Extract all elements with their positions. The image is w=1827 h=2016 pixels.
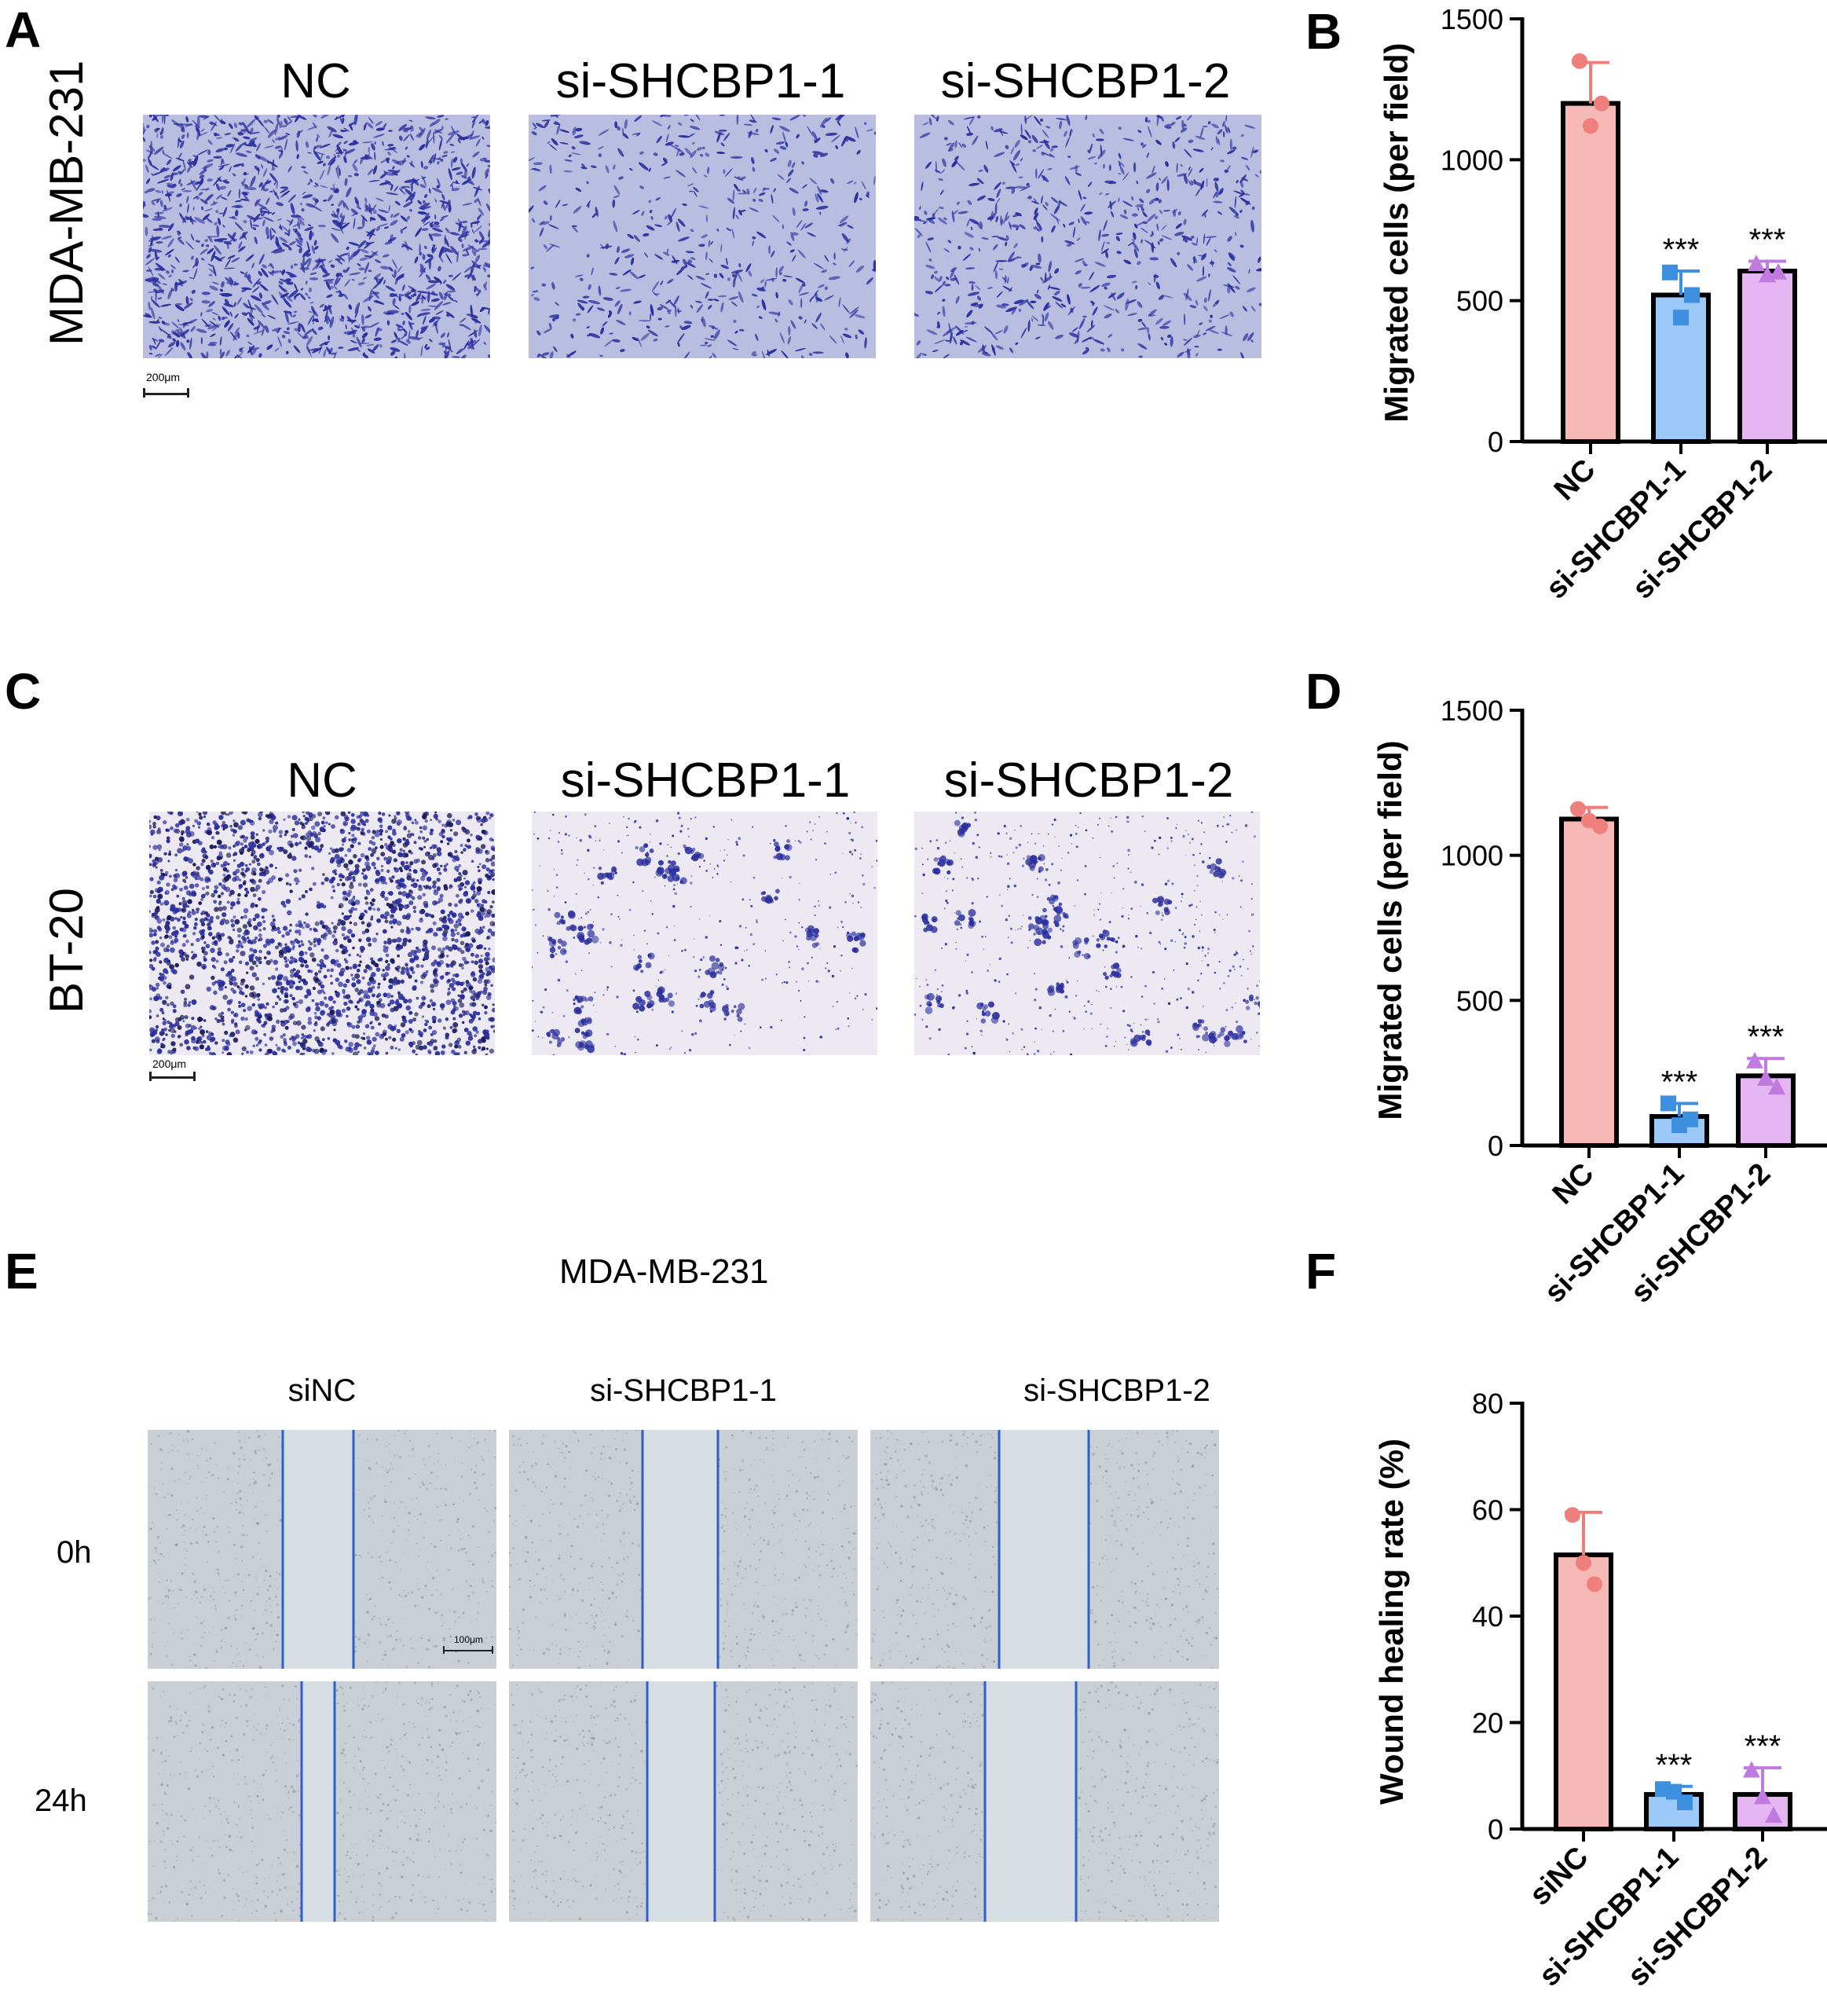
panel-letter-c: C (5, 663, 42, 720)
chart-d-point-0-0 (1570, 801, 1586, 817)
chart-b-point-0-1 (1583, 118, 1598, 134)
chart-f-category-label-0: siNC (1523, 1841, 1595, 1912)
chart-f-sig-1: *** (1656, 1748, 1693, 1783)
chart-b-point-1-2 (1684, 287, 1700, 303)
col-title-c-si2: si-SHCBP1-2 (943, 753, 1234, 808)
chart-f-bar-0 (1554, 1552, 1613, 1832)
wound-image-si1-0h (509, 1430, 858, 1669)
wound-row-0h: 0h (57, 1535, 92, 1570)
chart-d-point-0-2 (1592, 818, 1608, 834)
chart-f-point-0-2 (1587, 1576, 1602, 1593)
chart-f-sig-2: *** (1745, 1729, 1781, 1764)
chart-b-ytick-label-3: 1500 (1441, 3, 1503, 35)
chart-b-point-0-2 (1594, 95, 1609, 112)
scale-bar-a: 200μm (143, 371, 198, 399)
chart-b-point-1-1 (1673, 310, 1689, 326)
micrograph-a-nc (143, 115, 490, 358)
chart-d-sig-1: *** (1661, 1065, 1698, 1099)
chart-d-point-2-0 (1746, 1051, 1763, 1068)
chart-d-point-1-2 (1682, 1111, 1698, 1127)
panel-letter-e: E (5, 1243, 38, 1299)
chart-b-sig-2: *** (1749, 222, 1786, 257)
col-title-nc: NC (280, 54, 351, 108)
chart-f-point-1-2 (1677, 1794, 1693, 1811)
micrograph-a-si1 (529, 115, 876, 358)
chart-f-point-2-1 (1754, 1787, 1771, 1805)
chart-b-ytick-label-0: 0 (1488, 426, 1503, 458)
scale-bar-c-label: 200μm (152, 1057, 187, 1070)
wound-image-sinc-0h (148, 1430, 496, 1669)
panel-letter-d: D (1305, 663, 1342, 720)
chart-f-ytick-label-1: 20 (1472, 1707, 1503, 1739)
chart-f-point-2-2 (1765, 1806, 1782, 1824)
chart-b-ylabel: Migrated cells (per field) (1378, 42, 1415, 422)
wound-image-si2-24h (870, 1681, 1219, 1922)
col-title-si2: si-SHCBP1-2 (940, 54, 1231, 108)
scale-bar-e-label: 100μm (454, 1634, 483, 1645)
chart-b-ytick-label-1: 500 (1456, 285, 1503, 317)
chart-b-bar-2 (1737, 269, 1797, 444)
chart-f-point-0-0 (1565, 1507, 1580, 1523)
scale-bar-c: 200μm (149, 1057, 204, 1086)
chart-f-ytick-label-0: 0 (1488, 1813, 1503, 1846)
chart-f-ytick-label-3: 60 (1472, 1494, 1503, 1527)
chart-d: 0 500 1000 1500 Migrated cells (per field) NC… (1371, 695, 1827, 1310)
chart-f-ytick-label-2: 40 (1472, 1600, 1503, 1633)
micrograph-c-si1 (532, 812, 877, 1055)
chart-d-ylabel: Migrated cells (per field) (1371, 740, 1408, 1120)
chart-b-point-1-0 (1662, 264, 1678, 280)
scale-bar-a-label: 200μm (146, 371, 181, 383)
chart-b-point-0-0 (1572, 53, 1587, 69)
panel-letter-f: F (1305, 1243, 1337, 1299)
col-title-c-nc: NC (287, 753, 357, 808)
micrograph-c-nc (149, 812, 495, 1055)
chart-f-ytick-label-4: 80 (1472, 1387, 1503, 1420)
wound-image-sinc-24h (148, 1681, 496, 1922)
wound-image-si2-0h (870, 1430, 1219, 1669)
chart-d-point-2-1 (1757, 1069, 1774, 1087)
chart-b: 0 500 1000 1500 Migrated cells (per field) NC… (0, 0, 1827, 644)
chart-b-sig-1: *** (1663, 233, 1700, 267)
chart-d-ytick-label-0: 0 (1488, 1130, 1503, 1162)
chart-d-point-1-0 (1660, 1095, 1676, 1112)
panel-letter-a: A (5, 2, 42, 58)
scale-bar-e: 100μm (443, 1634, 498, 1662)
panel-letter-b: B (1305, 3, 1342, 60)
chart-d-ytick-label-2: 1000 (1441, 840, 1503, 872)
wound-col-sinc: siNC (287, 1373, 357, 1408)
wound-image-si1-24h (509, 1681, 858, 1922)
col-title-c-si1: si-SHCBP1-1 (560, 753, 851, 808)
chart-f-point-2-0 (1743, 1761, 1760, 1778)
chart-b-ytick-label-2: 1000 (1441, 144, 1503, 176)
chart-d-point-2-2 (1768, 1078, 1785, 1095)
chart-d-ytick-label-3: 1500 (1441, 695, 1503, 727)
wound-title: MDA-MB-231 (559, 1252, 769, 1291)
chart-f-ylabel: Wound healing rate (%) (1373, 1439, 1410, 1805)
chart-b-point-2-0 (1748, 255, 1765, 272)
wound-row-24h: 24h (35, 1783, 87, 1818)
chart-d-ytick-label-1: 500 (1456, 984, 1503, 1017)
wound-col-si1: si-SHCBP1-1 (590, 1373, 777, 1408)
col-title-si1: si-SHCBP1-1 (555, 54, 846, 108)
chart-f-point-0-1 (1576, 1555, 1591, 1571)
wound-col-si2: si-SHCBP1-2 (1023, 1373, 1210, 1408)
chart-d-sig-2: *** (1748, 1020, 1785, 1054)
micrograph-c-si2 (914, 812, 1260, 1055)
chart-b-point-2-2 (1770, 262, 1787, 280)
micrograph-a-si2 (914, 115, 1261, 358)
